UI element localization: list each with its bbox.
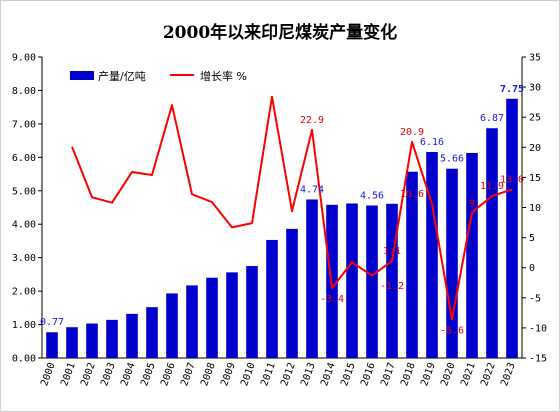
right-tick-label: 10 — [529, 203, 541, 214]
x-tick-label: 2013 — [299, 361, 318, 387]
growth-rate-line — [71, 95, 513, 321]
chart-title: 2000年以来印尼煤炭产量变化 — [162, 23, 398, 43]
right-tick-label: -15 — [529, 354, 547, 365]
bar — [166, 293, 178, 358]
right-tick-label: 30 — [529, 83, 541, 94]
left-tick-label: 2.00 — [12, 287, 36, 298]
bar-value-label: 4.56 — [360, 190, 384, 201]
left-tick-label: 3.00 — [12, 253, 36, 264]
left-tick-label: 0.00 — [12, 354, 36, 365]
bar — [306, 199, 318, 358]
right-tick-label: 25 — [529, 113, 541, 124]
right-tick-label: 20 — [529, 143, 541, 154]
growth-value-label: 9 — [469, 199, 475, 210]
x-tick-label: 2022 — [479, 361, 498, 387]
left-tick-label: 8.00 — [12, 86, 36, 97]
legend-bar-label: 产量/亿吨 — [98, 69, 146, 83]
bar-value-label: 6.87 — [480, 113, 504, 124]
bar — [46, 332, 58, 358]
x-tick-label: 2010 — [239, 361, 258, 387]
growth-value-label: 1.1 — [383, 246, 401, 257]
bar — [366, 205, 378, 358]
bar — [186, 285, 198, 358]
left-tick-label: 9.00 — [12, 53, 36, 64]
bar — [246, 266, 258, 358]
right-tick-label: 0 — [529, 263, 535, 274]
x-tick-label: 2007 — [179, 361, 198, 387]
bar — [466, 152, 478, 358]
x-tick-label: 2012 — [279, 361, 298, 387]
x-tick-label: 2020 — [439, 361, 458, 387]
growth-value-label: 20.9 — [400, 127, 424, 138]
growth-value-label: -1.2 — [380, 281, 404, 292]
bar — [266, 239, 278, 358]
growth-value-label: 22.9 — [300, 115, 324, 126]
x-tick-label: 2023 — [499, 361, 518, 387]
right-tick-label: 15 — [529, 173, 541, 184]
bar-value-label: 6.16 — [420, 137, 444, 148]
x-tick-label: 2015 — [339, 361, 358, 387]
x-tick-label: 2005 — [139, 361, 158, 387]
x-tick-label: 2021 — [459, 361, 478, 387]
x-tick-label: 2008 — [199, 361, 218, 387]
x-tick-label: 2003 — [99, 361, 118, 387]
bar-value-label: 5.66 — [440, 154, 464, 165]
growth-value-label: -8.6 — [440, 325, 464, 336]
bar-value-label: 0.77 — [40, 317, 64, 328]
right-tick-label: -5 — [529, 293, 541, 304]
growth-value-label: 10.6 — [400, 189, 424, 200]
bar — [486, 128, 498, 358]
right-tick-label: 5 — [529, 233, 535, 244]
bar — [446, 168, 458, 358]
bar-value-label: 7.75 — [500, 84, 524, 95]
bar — [226, 272, 238, 358]
x-tick-label: 2006 — [159, 361, 178, 387]
left-tick-label: 7.00 — [12, 119, 36, 130]
bar — [86, 323, 98, 358]
right-tick-label: -10 — [529, 323, 547, 334]
bar — [506, 98, 518, 359]
x-tick-label: 2004 — [119, 361, 138, 387]
bar — [426, 151, 438, 358]
growth-value-label: 13.0 — [500, 174, 524, 185]
left-tick-label: 4.00 — [12, 220, 36, 231]
x-tick-label: 2017 — [379, 361, 398, 387]
legend-line-label: 增长率 % — [200, 69, 247, 83]
left-tick-label: 6.00 — [12, 153, 36, 164]
growth-value-label: 11.9 — [480, 181, 504, 192]
bar — [146, 307, 158, 358]
x-tick-label: 2019 — [419, 361, 438, 387]
bar — [66, 327, 78, 358]
bar-value-label: 4.74 — [300, 184, 324, 195]
left-tick-label: 5.00 — [12, 186, 36, 197]
x-tick-label: 2011 — [259, 361, 278, 387]
bar — [286, 228, 298, 358]
x-tick-label: 2014 — [319, 361, 338, 387]
x-tick-label: 2016 — [359, 361, 378, 387]
right-tick-label: 35 — [529, 53, 541, 64]
bar — [406, 171, 418, 358]
x-tick-label: 2001 — [59, 361, 78, 387]
bar — [126, 313, 138, 358]
left-tick-label: 1.00 — [12, 320, 36, 331]
x-tick-label: 2018 — [399, 361, 418, 387]
bar — [386, 203, 398, 358]
x-tick-label: 2009 — [219, 361, 238, 387]
x-tick-label: 2000 — [39, 361, 58, 387]
growth-value-label: -3.4 — [320, 294, 344, 305]
bar — [106, 319, 118, 358]
x-tick-label: 2002 — [79, 361, 98, 387]
bar — [206, 277, 218, 358]
legend-bar-swatch — [70, 71, 94, 80]
bar — [346, 203, 358, 358]
